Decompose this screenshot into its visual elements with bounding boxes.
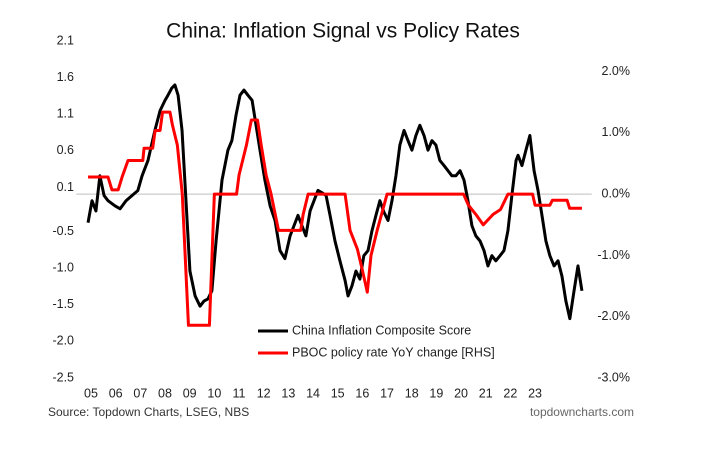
x-tick-label: 08 xyxy=(158,386,172,400)
series-line xyxy=(86,83,584,321)
x-tick-label: 18 xyxy=(405,386,419,400)
x-tick-label: 05 xyxy=(84,386,98,400)
y-tick-label: -0.5 xyxy=(52,224,74,238)
y2-tick-label: 0.0% xyxy=(602,186,631,200)
x-tick-label: 20 xyxy=(454,386,468,400)
y-tick-label: -1.5 xyxy=(52,297,74,311)
x-tick-label: 19 xyxy=(429,386,443,400)
x-tick-label: 17 xyxy=(380,386,394,400)
y-tick-label: 2.1 xyxy=(57,33,74,47)
x-tick-label: 23 xyxy=(528,386,542,400)
y2-tick-label: -2.0% xyxy=(597,309,630,323)
y-tick-label: 1.6 xyxy=(57,70,74,84)
credit: topdowncharts.com xyxy=(530,405,634,419)
y2-tick-label: -1.0% xyxy=(597,248,630,262)
y2-tick-label: 1.0% xyxy=(602,125,631,139)
x-tick-label: 22 xyxy=(503,386,517,400)
x-tick-label: 14 xyxy=(306,386,320,400)
x-tick-label: 10 xyxy=(207,386,221,400)
y2-tick-label: 2.0% xyxy=(602,64,631,78)
y-tick-label: -2.5 xyxy=(52,370,74,384)
x-tick-label: 21 xyxy=(479,386,493,400)
legend-label: PBOC policy rate YoY change [RHS] xyxy=(292,345,495,359)
chart-title: China: Inflation Signal vs Policy Rates xyxy=(166,20,520,43)
source-note: Source: Topdown Charts, LSEG, NBS xyxy=(48,405,249,419)
x-tick-label: 09 xyxy=(183,386,197,400)
x-tick-label: 06 xyxy=(109,386,123,400)
x-tick-label: 16 xyxy=(355,386,369,400)
x-tick-label: 11 xyxy=(233,386,246,400)
x-tick-label: 15 xyxy=(331,386,345,400)
x-tick-label: 13 xyxy=(281,386,295,400)
y-tick-label: 1.1 xyxy=(57,107,74,121)
y-tick-label: -2.0 xyxy=(52,334,74,348)
x-tick-label: 07 xyxy=(133,386,147,400)
y-tick-label: -1.0 xyxy=(52,260,74,274)
y2-tick-label: -3.0% xyxy=(597,370,630,384)
legend-label: China Inflation Composite Score xyxy=(292,323,471,337)
series-line xyxy=(88,110,582,327)
x-tick-label: 12 xyxy=(257,386,271,400)
y-tick-label: 0.1 xyxy=(57,180,74,194)
y-tick-label: 0.6 xyxy=(57,143,74,157)
